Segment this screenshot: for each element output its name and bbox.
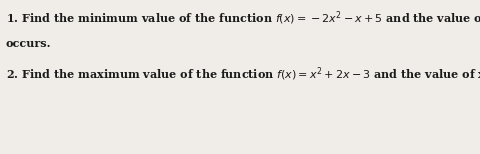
Text: 2. Find the maximum value of the function $f(x) = x^2 + 2x - 3$ and the value of: 2. Find the maximum value of the functio…	[6, 65, 480, 83]
Text: occurs.: occurs.	[6, 38, 51, 49]
Text: 1. Find the minimum value of the function $f(x) = -2x^2 - x + 5$ and the value o: 1. Find the minimum value of the functio…	[6, 10, 480, 27]
